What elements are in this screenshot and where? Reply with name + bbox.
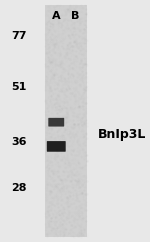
Text: 77: 77 (12, 31, 27, 41)
FancyBboxPatch shape (47, 141, 66, 152)
Text: BnIp3L: BnIp3L (98, 128, 146, 141)
Text: 28: 28 (12, 182, 27, 193)
Text: A: A (52, 11, 61, 21)
Bar (45, 5, 87, 237)
Text: B: B (71, 11, 79, 21)
Text: 36: 36 (12, 136, 27, 147)
Text: 51: 51 (12, 82, 27, 92)
FancyBboxPatch shape (48, 118, 64, 127)
